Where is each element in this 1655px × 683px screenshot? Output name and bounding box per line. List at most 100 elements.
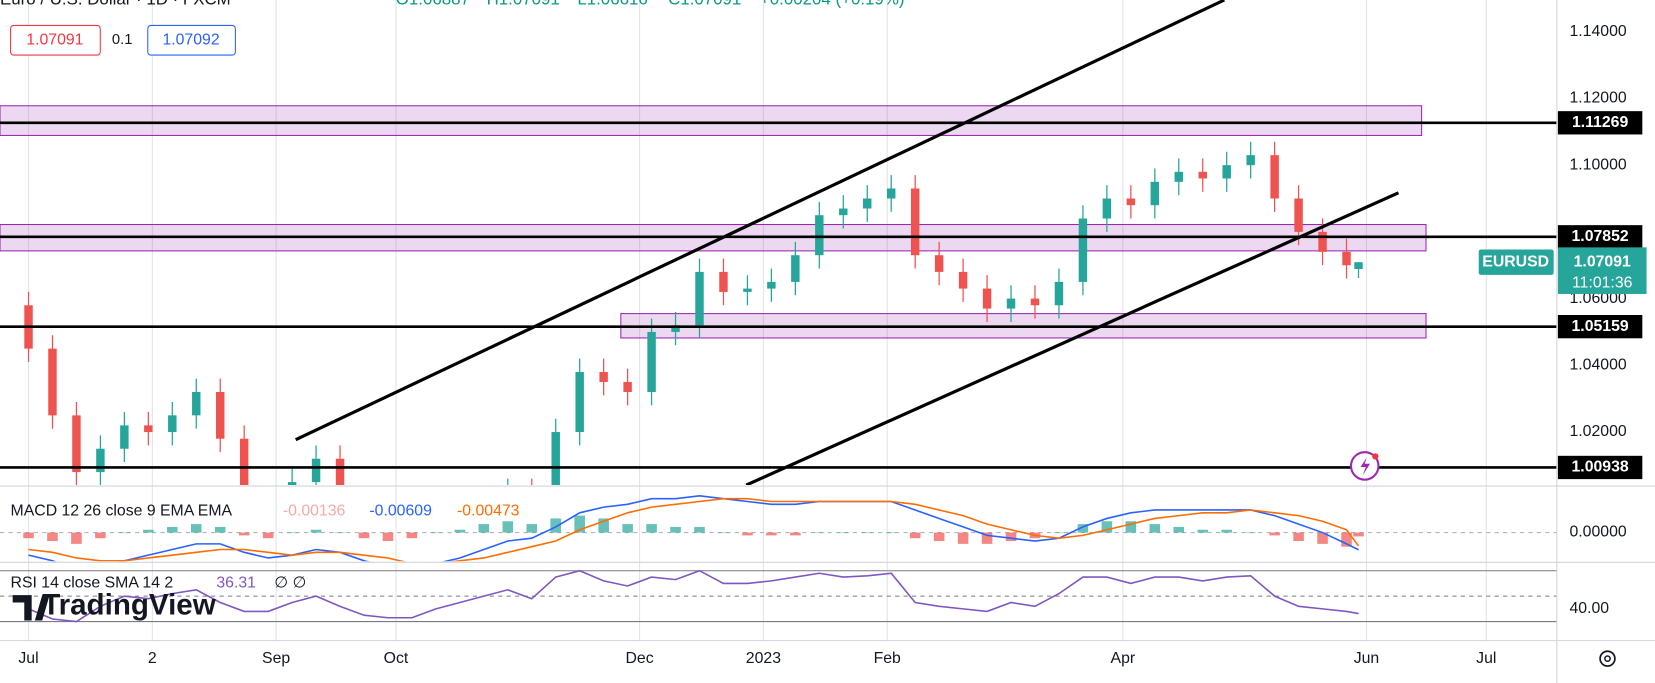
level-badge: [1557, 314, 1643, 339]
candle-body: [863, 198, 872, 209]
histogram-bar: [47, 532, 58, 542]
x-tick-label: Jun: [1354, 650, 1380, 667]
trend-line: [295, 0, 1225, 442]
histogram-bar: [981, 532, 993, 544]
macd-line: [28, 495, 1359, 562]
overlay: Jul 2 Sep Oct Dec 2023 Feb Apr Jun Jul 1.14000 1.12…: [0, 0, 1647, 667]
candle-body: [1174, 171, 1183, 182]
histogram-bar: [574, 515, 585, 533]
histogram-bar: [1221, 529, 1232, 533]
buy-box[interactable]: [147, 24, 236, 56]
histogram-bar: [1053, 532, 1065, 534]
candle-body: [1006, 298, 1016, 309]
candle-body: [239, 438, 249, 485]
candle-body: [1354, 262, 1363, 269]
level-label: 1.00938: [1572, 459, 1629, 476]
histogram-bar: [670, 526, 681, 533]
level-label: 1.11269: [1572, 114, 1628, 131]
histogram-bar: [406, 532, 418, 539]
rsi-extra: ∅ ∅: [274, 575, 306, 592]
y-tick-label: 1.12000: [1570, 90, 1627, 107]
histogram-bar: [718, 532, 729, 534]
rsi-line: [28, 569, 1359, 623]
candle-body: [1126, 198, 1136, 206]
histogram-bar: [1269, 532, 1280, 536]
histogram-bar: [262, 532, 274, 539]
candle-body: [791, 255, 800, 282]
price-pane: [0, 0, 1557, 485]
histogram-bar: [1197, 529, 1209, 533]
ohlc-value: O1.06887: [396, 0, 470, 8]
candle-body: [1294, 198, 1303, 232]
y-tick-label: 1.14000: [1570, 23, 1627, 40]
x-tick-label: 2: [148, 650, 157, 667]
x-tick-label: Jul: [1476, 650, 1496, 667]
rsi-legend: RSI 14 close SMA 14 2: [11, 575, 174, 592]
settings-icon-center: [1604, 655, 1611, 663]
alert-dot: [1372, 453, 1379, 460]
histogram-bar: [358, 532, 370, 539]
candle-body: [96, 448, 105, 473]
y-tick-label: 1.02000: [1570, 423, 1627, 440]
histogram-bar: [214, 526, 226, 533]
x-tick-label: Dec: [626, 650, 654, 667]
histogram-bar: [1293, 532, 1304, 542]
candle-body: [623, 381, 632, 393]
x-tick-label: Oct: [384, 650, 409, 667]
histogram-bar: [478, 524, 490, 533]
signal-line: [28, 497, 1360, 562]
candle-body: [767, 281, 776, 289]
histogram-bar: [143, 529, 154, 533]
spread: 0.1: [112, 32, 133, 48]
histogram-bar: [550, 518, 561, 533]
candle-body: [192, 392, 201, 416]
buy-price: 1.07092: [162, 31, 219, 48]
macd-value: -0.00609: [369, 503, 432, 520]
candle-body: [815, 215, 824, 256]
histogram-bar: [526, 524, 538, 533]
symbol-badge: [1478, 249, 1554, 275]
histogram-bar: [334, 532, 346, 534]
x-tick-label: Feb: [874, 650, 901, 667]
candle-body: [1078, 218, 1088, 282]
histogram-bar: [454, 529, 466, 533]
candle-body: [48, 348, 57, 416]
histogram-bar: [742, 532, 753, 536]
histogram-bar: [1353, 532, 1364, 537]
candle-body: [1246, 155, 1255, 166]
candle-body: [551, 432, 560, 485]
candle-body: [671, 325, 680, 332]
candle-body: [982, 288, 992, 309]
histogram-bar: [885, 532, 897, 534]
candle-body: [575, 371, 584, 433]
histogram-bar: [838, 532, 849, 534]
candle-body: [1150, 181, 1160, 206]
settings-icon[interactable]: [1599, 650, 1616, 667]
histogram-bar: [814, 532, 825, 534]
histogram-bar: [1125, 521, 1137, 533]
sell-box[interactable]: [10, 24, 101, 56]
watermark-logo: [12, 595, 50, 621]
histogram-bar: [1173, 526, 1185, 533]
x-tick-label: Jul: [18, 650, 38, 667]
level-badge: [1557, 111, 1643, 135]
y-tick-label: 0.00000: [1570, 524, 1627, 541]
histogram-bar: [430, 532, 442, 534]
histogram-bar: [861, 532, 873, 534]
histogram-bar: [766, 532, 777, 536]
macd-pane: [0, 495, 1557, 562]
symbol-label: EURUSD: [1482, 253, 1549, 270]
macd-legend: MACD 12 26 close 9 EMA EMA: [11, 503, 233, 520]
rsi-value: 36.31: [216, 575, 256, 592]
trend-line: [745, 191, 1400, 485]
histogram-bar: [190, 524, 202, 533]
histogram-bar: [310, 529, 322, 533]
candle-body: [335, 458, 345, 485]
candle-body: [886, 188, 896, 199]
sell-price: 1.07091: [26, 31, 83, 48]
histogram-bar: [1101, 521, 1113, 533]
candle-body: [168, 415, 177, 433]
candle-body: [1054, 281, 1064, 306]
